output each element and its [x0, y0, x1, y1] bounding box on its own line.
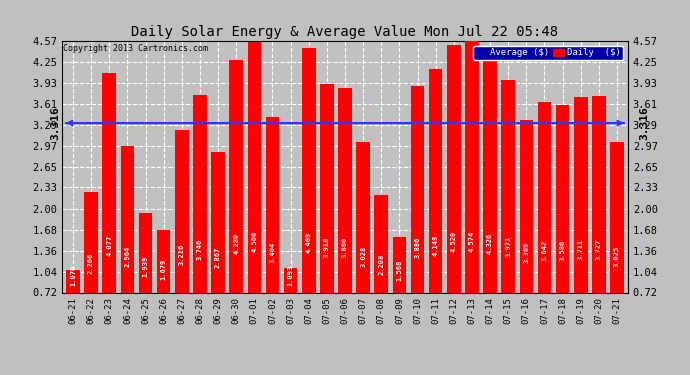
Bar — [84, 192, 98, 339]
Text: 3.316: 3.316 — [50, 106, 60, 140]
Text: 3.586: 3.586 — [560, 240, 566, 261]
Text: 2.867: 2.867 — [215, 247, 221, 268]
Text: 3.216: 3.216 — [179, 243, 185, 265]
Text: 2.208: 2.208 — [378, 254, 384, 274]
Text: 3.316: 3.316 — [639, 106, 649, 140]
Text: 3.711: 3.711 — [578, 239, 584, 260]
Text: 4.520: 4.520 — [451, 231, 457, 252]
Text: 4.574: 4.574 — [469, 230, 475, 252]
Text: 3.369: 3.369 — [523, 242, 529, 263]
Text: 4.469: 4.469 — [306, 231, 312, 252]
Bar — [520, 120, 533, 339]
Bar — [102, 74, 116, 339]
Bar — [411, 86, 424, 339]
Bar — [356, 142, 370, 339]
Text: 1.939: 1.939 — [143, 256, 148, 277]
Bar — [175, 130, 188, 339]
Text: 1.568: 1.568 — [396, 260, 402, 281]
Text: Copyright 2013 Cartronics.com: Copyright 2013 Cartronics.com — [63, 44, 208, 53]
Bar — [211, 152, 225, 339]
Bar — [447, 45, 461, 339]
Text: 4.326: 4.326 — [487, 233, 493, 254]
Text: 1.679: 1.679 — [161, 259, 167, 280]
Bar — [375, 195, 388, 339]
Title: Daily Solar Energy & Average Value Mon Jul 22 05:48: Daily Solar Energy & Average Value Mon J… — [131, 25, 559, 39]
Text: 3.886: 3.886 — [415, 237, 420, 258]
Text: 3.918: 3.918 — [324, 237, 330, 258]
Text: 3.860: 3.860 — [342, 237, 348, 258]
Bar — [556, 105, 569, 339]
Bar — [483, 57, 497, 339]
Text: 1.093: 1.093 — [288, 264, 294, 286]
Text: 4.149: 4.149 — [433, 234, 439, 256]
Text: 3.028: 3.028 — [360, 245, 366, 267]
Text: 2.266: 2.266 — [88, 253, 94, 274]
Text: 3.025: 3.025 — [614, 245, 620, 267]
Text: 2.964: 2.964 — [124, 246, 130, 267]
Bar — [338, 88, 352, 339]
Text: 4.566: 4.566 — [251, 230, 257, 252]
Text: 3.971: 3.971 — [505, 236, 511, 257]
Text: 1.070: 1.070 — [70, 264, 76, 286]
Bar — [429, 69, 442, 339]
Bar — [284, 268, 297, 339]
Text: 3.642: 3.642 — [542, 239, 547, 261]
Bar — [574, 97, 588, 339]
Bar — [592, 96, 606, 339]
Bar — [320, 84, 334, 339]
Bar — [121, 146, 134, 339]
Bar — [502, 80, 515, 339]
Bar — [229, 60, 243, 339]
Bar — [393, 237, 406, 339]
Text: 3.746: 3.746 — [197, 238, 203, 260]
Bar — [266, 117, 279, 339]
Bar — [538, 102, 551, 339]
Bar — [610, 142, 624, 339]
Bar — [248, 42, 261, 339]
Text: 3.404: 3.404 — [270, 242, 275, 263]
Bar — [139, 213, 152, 339]
Text: 4.280: 4.280 — [233, 233, 239, 254]
Bar — [157, 230, 170, 339]
Text: 3.727: 3.727 — [596, 238, 602, 260]
Bar — [193, 95, 207, 339]
Text: 4.077: 4.077 — [106, 235, 112, 256]
Legend: Average ($), Daily  ($): Average ($), Daily ($) — [473, 46, 623, 60]
Bar — [465, 41, 479, 339]
Bar — [66, 270, 80, 339]
Bar — [302, 48, 315, 339]
